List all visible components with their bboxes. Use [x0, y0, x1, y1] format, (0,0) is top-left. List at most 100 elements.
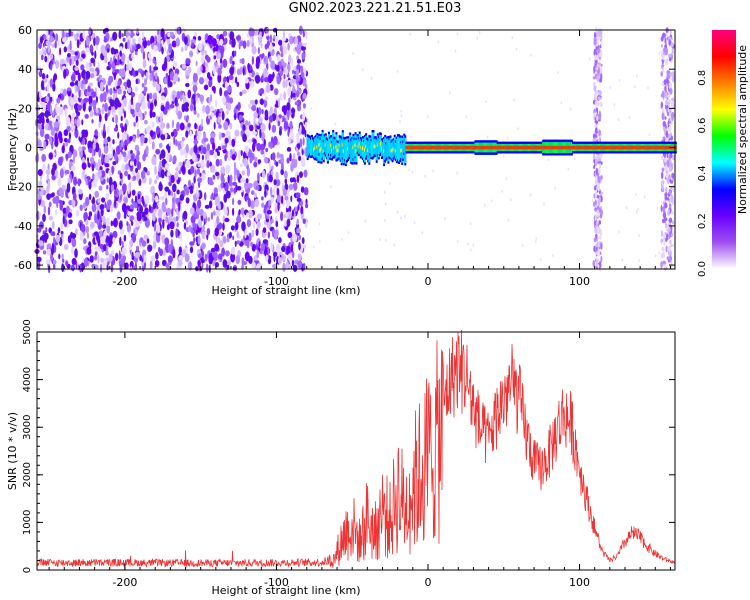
spectrogram-cell [264, 116, 269, 121]
spectrogram-cell [263, 76, 269, 83]
spectrogram-cell [302, 30, 305, 38]
spectrogram-cell [209, 105, 215, 112]
spectrogram-cell [296, 55, 300, 60]
spectrogram-cell [573, 157, 576, 161]
spectrogram-cell [287, 43, 290, 51]
spectrogram-cell [374, 144, 377, 149]
spectrogram-x-tick-label: 100 [569, 275, 590, 288]
spectrogram-cell [356, 136, 359, 152]
spectrogram-cell [658, 145, 661, 150]
spectrogram-cell [181, 46, 184, 53]
spectrogram-cell [598, 78, 603, 83]
spectrogram-cell [667, 245, 671, 253]
spectrogram-cell [220, 45, 225, 55]
spectrogram-cell [304, 121, 308, 130]
spectrogram-cell [141, 240, 147, 247]
spectrogram-cell [547, 158, 550, 162]
spectrogram-cell [201, 50, 205, 56]
spectrogram-cell [112, 139, 115, 145]
spectrogram-cell [62, 258, 65, 263]
spectrogram-cell [483, 145, 486, 150]
spectrogram-cell [529, 53, 532, 57]
spectrogram-cell [129, 160, 134, 167]
spectrogram-cell [72, 154, 75, 164]
spectrogram-cell [189, 241, 195, 246]
spectrogram-cell [256, 263, 261, 273]
spectrogram-cell [253, 30, 259, 36]
spectrogram-cell [435, 145, 438, 150]
spectrogram-cell [593, 201, 596, 207]
spectrogram-cell [665, 233, 669, 241]
snr-line [37, 330, 675, 569]
spectrogram-cell [298, 242, 301, 251]
spectrogram-cell [594, 127, 598, 135]
spectrogram-cell [668, 126, 672, 133]
spectrogram-cell [240, 207, 245, 215]
spectrogram-cell [289, 35, 294, 45]
spectrogram-cell [409, 145, 412, 150]
figure-title: GN02.2023.221.21.51.E03 [288, 1, 462, 16]
spectrogram-cell [580, 145, 583, 150]
snr-x-tick-label: -200 [112, 576, 137, 589]
spectrogram-cell [167, 244, 173, 253]
spectrogram-cell [168, 43, 173, 54]
spectrogram-cell [144, 86, 148, 93]
spectrogram-cell [573, 145, 575, 150]
spectrogram-cell [273, 179, 277, 186]
spectrogram-cell [62, 30, 65, 39]
spectrogram-cell [208, 79, 213, 88]
spectrogram-cell [515, 145, 518, 150]
spectrogram-cell [117, 132, 120, 139]
spectrogram-cell [82, 137, 86, 145]
spectrogram-cell [246, 219, 252, 228]
spectrogram-cell [272, 136, 278, 146]
spectrogram-cell [177, 259, 183, 267]
spectrogram-cell [600, 175, 603, 180]
spectrogram-cell [105, 251, 109, 256]
spectrogram-cell [142, 51, 146, 60]
spectrogram-cell [109, 88, 113, 95]
spectrogram-cell [105, 192, 109, 200]
spectrogram-cell [623, 145, 626, 150]
spectrogram-cell [588, 57, 591, 61]
spectrogram-cell [152, 213, 156, 222]
spectrogram-cell [244, 228, 247, 239]
spectrogram-cell [426, 115, 429, 119]
snr-x-tick-label: -100 [264, 576, 289, 589]
spectrogram-cell [247, 139, 253, 144]
spectrogram-cell [586, 145, 589, 150]
spectrogram-cell [280, 52, 284, 58]
spectrogram-cell [166, 224, 170, 231]
spectrogram-cell [114, 197, 117, 208]
spectrogram-cell [298, 155, 302, 161]
spectrogram-cell [230, 252, 236, 263]
spectrogram-cell [277, 202, 280, 212]
spectrogram-cell [165, 263, 170, 268]
spectrogram-cell [197, 130, 202, 138]
spectrogram-cell [672, 243, 675, 247]
spectrogram-cell [149, 108, 153, 119]
spectrogram-cell [200, 258, 205, 264]
spectrogram-cell [57, 156, 63, 166]
spectrogram-cell [122, 183, 127, 193]
spectrogram-cell [662, 121, 666, 127]
spectrogram-cell [208, 149, 215, 156]
spectrogram-cell [585, 145, 588, 150]
spectrogram-cell [284, 183, 289, 191]
spectrogram-cell [172, 155, 177, 165]
spectrogram-cell [264, 189, 267, 198]
spectrogram-cell [665, 169, 668, 175]
spectrogram-cell [592, 76, 596, 80]
spectrogram-cell [46, 174, 49, 181]
spectrogram-cell [208, 76, 213, 81]
spectrogram-cell [660, 101, 664, 109]
spectrogram-cell [671, 97, 675, 102]
spectrogram-cell [42, 250, 47, 255]
spectrogram-cell [661, 112, 665, 121]
spectrogram-cell [339, 138, 342, 160]
spectrogram-cell [287, 73, 290, 78]
spectrogram-cell [506, 137, 509, 140]
spectrogram-cell [216, 216, 220, 225]
spectrogram-cell [184, 106, 189, 112]
spectrogram-cell [513, 98, 515, 102]
